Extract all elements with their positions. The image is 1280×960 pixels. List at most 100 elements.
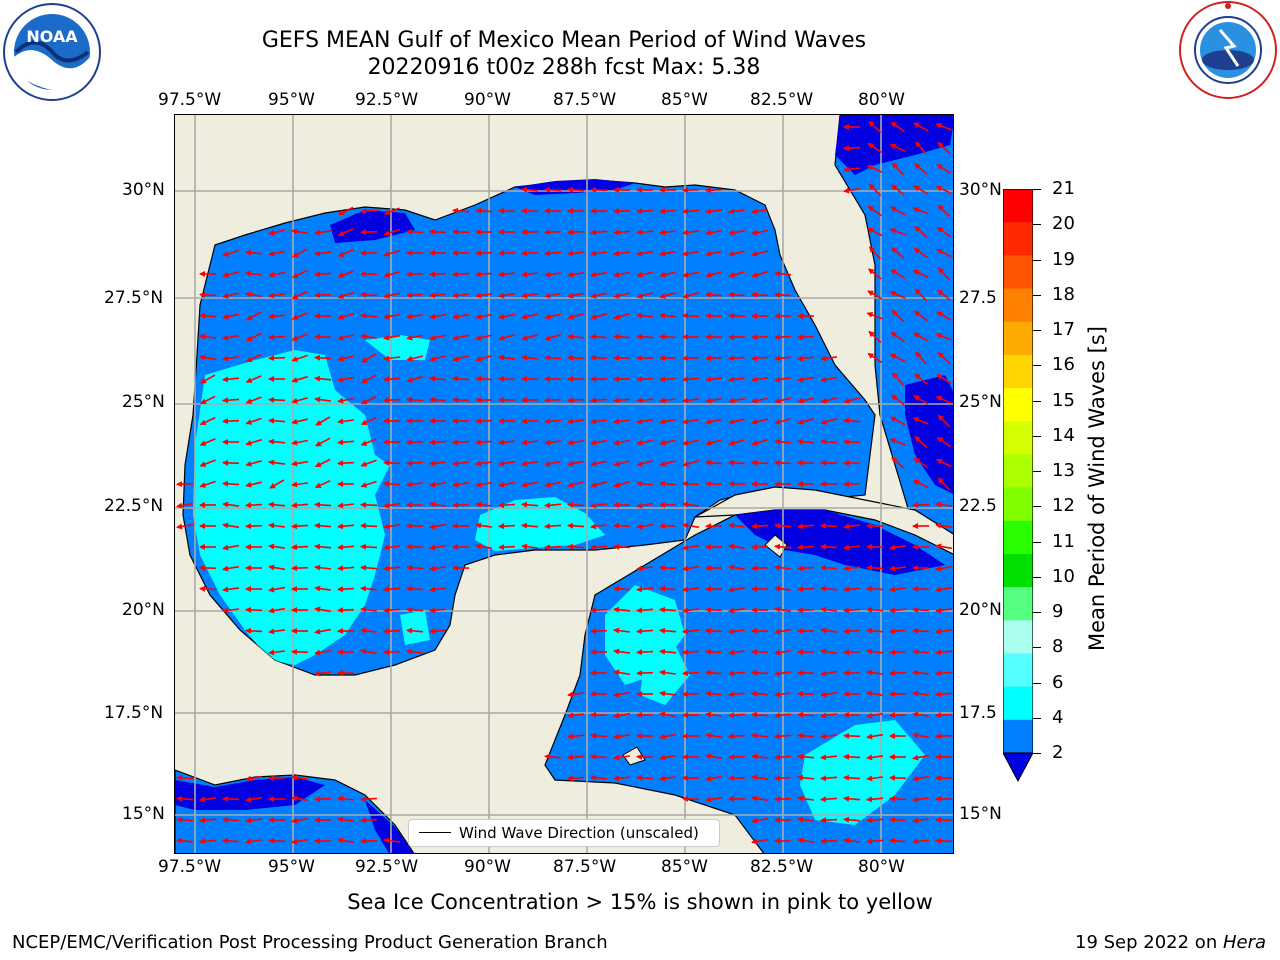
- colorbar-tick-label: 13: [1052, 460, 1075, 481]
- wind-wave-arrow: [590, 250, 608, 257]
- wind-wave-arrow: [866, 690, 884, 697]
- wind-wave-arrow: [567, 354, 585, 361]
- wind-wave-arrow: [891, 162, 905, 176]
- wind-wave-arrow: [751, 291, 769, 298]
- wind-wave-arrow: [245, 291, 263, 298]
- colorbar-tick-mark: [1033, 612, 1041, 613]
- wind-wave-arrow: [913, 457, 929, 469]
- date-text: 19 Sep 2022 on: [1075, 932, 1223, 953]
- wind-wave-arrow: [452, 228, 470, 235]
- wind-wave-arrow: [728, 355, 746, 362]
- wind-wave-arrow: [314, 479, 331, 489]
- wind-wave-arrow: [797, 607, 815, 614]
- wind-wave-arrow: [682, 607, 700, 614]
- wind-wave-arrow: [291, 648, 309, 655]
- wind-wave-arrow: [889, 670, 907, 677]
- wind-wave-arrow: [820, 606, 838, 613]
- wind-wave-arrow: [682, 544, 700, 551]
- colorbar-tick-mark: [1033, 294, 1041, 296]
- wind-wave-arrow: [636, 376, 654, 383]
- wind-wave-arrow: [337, 523, 355, 530]
- wind-wave-arrow: [199, 438, 216, 446]
- lat-label-left: 25°N: [122, 392, 165, 412]
- wind-wave-arrow: [867, 227, 883, 237]
- wind-wave-arrow: [337, 376, 355, 383]
- wind-wave-arrow: [222, 334, 240, 341]
- wind-wave-arrow: [659, 648, 677, 655]
- wind-wave-arrow: [475, 313, 493, 320]
- wind-wave-arrow: [682, 628, 700, 635]
- wind-wave-arrow: [890, 269, 906, 279]
- wind-wave-arrow: [498, 250, 516, 257]
- wind-wave-arrow: [498, 502, 516, 509]
- wind-wave-arrow: [544, 544, 562, 551]
- wind-wave-arrow: [889, 691, 907, 698]
- wind-wave-arrow: [682, 586, 700, 593]
- wind-wave-arrow: [245, 375, 262, 383]
- wind-wave-arrow: [659, 292, 676, 299]
- wind-wave-arrow: [246, 332, 262, 342]
- wind-wave-arrow: [751, 817, 769, 824]
- wind-wave-arrow: [659, 271, 676, 278]
- wind-wave-arrow: [337, 544, 355, 551]
- wind-wave-arrow: [912, 502, 930, 509]
- wind-wave-arrow: [913, 395, 929, 405]
- wind-wave-arrow: [314, 522, 332, 529]
- wind-wave-arrow: [843, 732, 861, 739]
- wind-wave-arrow: [636, 229, 654, 236]
- wind-wave-arrow: [406, 481, 424, 488]
- lat-label-right: 20°N: [959, 600, 1002, 620]
- wind-wave-arrow: [360, 501, 378, 508]
- lat-label-right: 27.5: [959, 288, 997, 308]
- wind-wave-arrow: [636, 312, 654, 319]
- wind-wave-arrow: [915, 141, 927, 155]
- colorbar-tick-label: 18: [1052, 283, 1075, 305]
- wind-wave-arrow: [383, 376, 401, 383]
- wind-wave-arrow: [866, 796, 884, 803]
- wind-wave-arrow: [613, 543, 631, 550]
- wind-wave-arrow: [705, 669, 723, 676]
- wind-wave-arrow: [937, 477, 950, 491]
- wind-wave-arrow: [590, 502, 608, 509]
- wind-wave-arrow: [429, 334, 446, 341]
- wind-wave-arrow: [774, 564, 792, 571]
- wind-wave-arrow: [291, 397, 308, 404]
- wind-wave-arrow: [912, 269, 929, 279]
- wind-wave-arrow: [314, 585, 332, 592]
- wind-wave-arrow: [498, 292, 516, 299]
- wind-wave-arrow: [613, 691, 631, 698]
- wind-wave-arrow: [406, 648, 424, 655]
- wind-wave-arrow: [337, 460, 355, 467]
- wind-wave-arrow: [222, 397, 240, 404]
- wind-wave-arrow: [222, 522, 240, 529]
- wind-wave-arrow: [728, 208, 746, 215]
- wind-wave-arrow: [268, 837, 286, 844]
- wind-wave-arrow: [567, 712, 585, 719]
- wind-wave-arrow: [567, 754, 585, 761]
- wind-wave-arrow: [613, 733, 631, 740]
- wind-wave-arrow: [360, 480, 377, 488]
- wind-wave-arrow: [590, 418, 608, 425]
- wind-wave-arrow: [797, 334, 815, 341]
- wind-wave-arrow: [406, 439, 424, 446]
- wind-wave-arrow: [360, 838, 378, 845]
- machine-name: Hera: [1222, 932, 1266, 953]
- wind-wave-arrow: [937, 267, 950, 281]
- wind-wave-arrow: [314, 606, 332, 613]
- wind-wave-arrow: [222, 544, 240, 551]
- wind-wave-arrow: [337, 565, 355, 572]
- wind-wave-arrow: [891, 372, 905, 386]
- wind-wave-arrow: [913, 332, 929, 342]
- colorbar-tick-label: 20: [1052, 213, 1075, 235]
- wind-wave-arrow: [222, 355, 240, 362]
- wind-wave-arrow: [268, 313, 286, 320]
- wind-wave-arrow: [338, 206, 354, 216]
- wind-wave-arrow: [636, 333, 654, 340]
- wind-wave-arrow: [751, 208, 769, 215]
- wind-wave-arrow: [199, 796, 217, 803]
- wind-wave-arrow: [567, 501, 585, 508]
- wind-wave-arrow: [889, 565, 907, 572]
- wind-wave-arrow: [337, 312, 354, 320]
- wind-wave-arrow: [820, 754, 838, 761]
- wind-wave-arrow: [383, 397, 401, 404]
